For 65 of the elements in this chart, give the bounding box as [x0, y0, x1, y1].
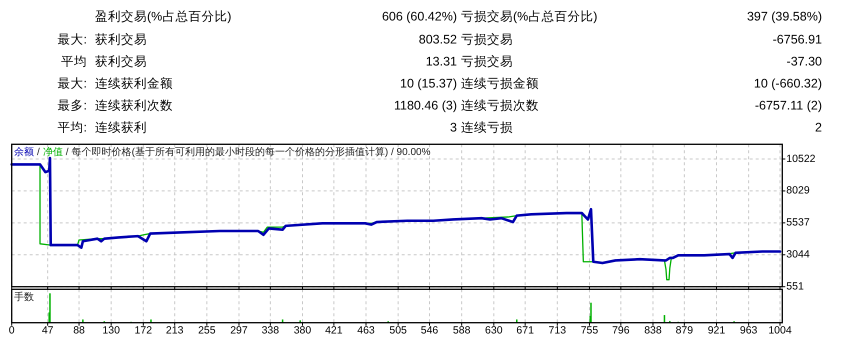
text: 平均: — [58, 120, 87, 134]
y-tick-label: 10522 — [786, 152, 816, 165]
text: 连续获利次数 — [95, 98, 173, 112]
text: 连续亏损金额 — [461, 76, 539, 90]
text: 平均 — [61, 54, 87, 68]
x-tick-label: 130 — [102, 324, 120, 336]
x-tick-label: 963 — [740, 324, 758, 336]
text: 连续获利金额 — [95, 76, 173, 90]
x-tick-label: 1004 — [768, 324, 792, 336]
chart-title: 手数 — [14, 290, 34, 303]
text: 亏损交易 — [461, 31, 513, 46]
y-tick-label: 5537 — [786, 216, 810, 229]
x-tick-label: 546 — [420, 324, 438, 336]
series-label: 净值 — [42, 146, 63, 158]
x-tick-label: 380 — [294, 324, 312, 336]
chart-title: 每个即时价格(基于所有可利用的最小时段的每一个价格的分形插值计算) / 90.00% — [72, 146, 431, 158]
x-tick-label: 921 — [708, 324, 726, 336]
text: -6756.91 — [772, 32, 822, 46]
text: 803.52 — [418, 32, 458, 46]
series-label: 余额 — [14, 146, 34, 158]
x-tick-label: 505 — [389, 324, 408, 336]
text: 3 — [450, 120, 458, 134]
text: 606 (60.42%) — [382, 9, 457, 24]
text: 获利交易 — [95, 31, 147, 46]
text: -6757.11 (2) — [754, 98, 822, 112]
text: 1180.46 (3) — [394, 98, 457, 112]
x-tick-label: 421 — [325, 324, 343, 336]
text: 最多: — [58, 98, 87, 112]
text: 10 (-660.32) — [754, 76, 822, 90]
text: 获利交易 — [95, 53, 147, 68]
text: 最大: — [58, 32, 87, 46]
x-tick-label: 588 — [452, 324, 471, 336]
x-tick-label: 0 — [8, 324, 15, 336]
annotation: / — [66, 146, 69, 158]
x-tick-label: 755 — [580, 324, 598, 336]
x-tick-label: 713 — [548, 324, 566, 336]
text: 亏损交易(%占总百分比) — [461, 8, 598, 24]
annotation: / — [37, 146, 40, 158]
x-tick-label: 88 — [73, 324, 86, 336]
x-tick-label: 838 — [644, 324, 662, 336]
text: 盈利交易(%占总百分比) — [95, 8, 232, 24]
text: 397 (39.58%) — [746, 9, 822, 24]
x-tick-label: 796 — [612, 324, 630, 336]
x-tick-label: 213 — [166, 324, 184, 336]
y-tick-label: 551 — [786, 280, 804, 292]
y-tick-label: 8029 — [786, 184, 810, 197]
x-tick-label: 297 — [230, 324, 248, 336]
x-tick-label: 630 — [485, 324, 503, 336]
x-tick-label: 463 — [357, 324, 375, 336]
x-tick-label: 879 — [676, 324, 694, 336]
text: 连续亏损次数 — [461, 98, 539, 112]
x-tick-label: 255 — [198, 324, 216, 336]
text: 连续获利 — [95, 120, 147, 134]
x-tick-label: 671 — [516, 324, 534, 336]
text: 2 — [815, 120, 822, 134]
x-tick-label: 172 — [134, 324, 152, 336]
text: 10 (15.37) — [400, 76, 457, 90]
y-tick-label: 3044 — [786, 248, 810, 261]
text: 最大: — [58, 76, 87, 90]
x-tick-label: 47 — [42, 324, 54, 336]
text: 13.31 — [426, 54, 458, 68]
text: 连续亏损 — [461, 120, 513, 134]
x-tick-label: 338 — [262, 324, 280, 336]
text: -37.30 — [786, 54, 822, 68]
text: 亏损交易 — [461, 53, 513, 68]
